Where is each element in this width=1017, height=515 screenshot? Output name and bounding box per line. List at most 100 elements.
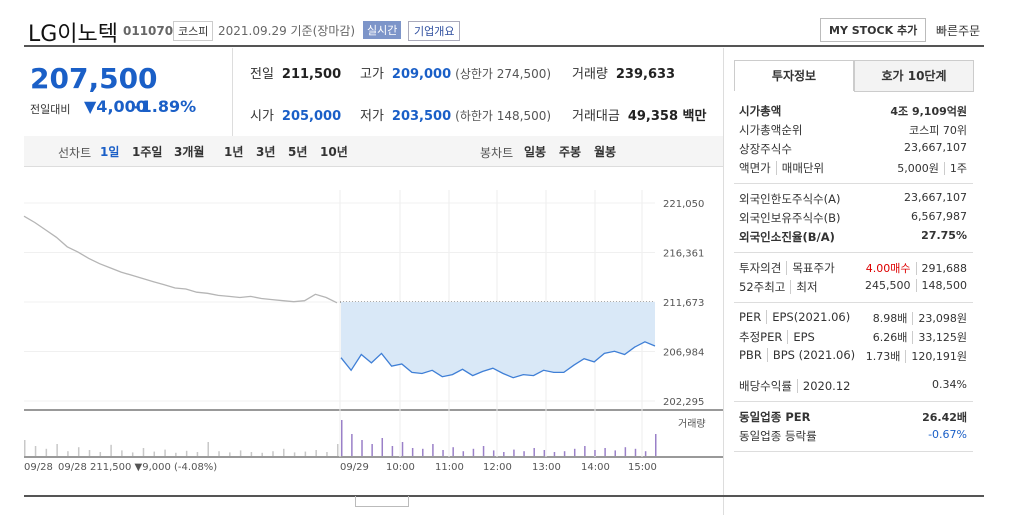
value-part: 291,688 bbox=[915, 262, 967, 275]
volume-bar bbox=[164, 449, 166, 456]
value-part: 1.73배 bbox=[865, 350, 901, 363]
period-tab[interactable]: 1년 bbox=[224, 145, 244, 159]
rule bbox=[24, 45, 984, 47]
x-tick-label: 10:00 bbox=[386, 462, 415, 473]
volume-bar bbox=[523, 451, 525, 456]
volume-bar bbox=[261, 452, 263, 456]
field-label: 전일 bbox=[250, 67, 274, 82]
label-part: PBR bbox=[739, 348, 762, 362]
mystock-button[interactable]: MY STOCK 추가 bbox=[820, 18, 927, 42]
value-part: 23,098원 bbox=[912, 312, 967, 325]
info-value: 26.42배 bbox=[922, 409, 967, 425]
label-part: 투자의견 bbox=[739, 261, 782, 275]
volume-bar bbox=[56, 444, 58, 456]
x-tick-label: 09/29 bbox=[340, 462, 369, 473]
section-rule bbox=[734, 183, 973, 184]
prev-day-note: 09/28 211,500 ▼9,000 (-4.08%) bbox=[58, 462, 217, 473]
info-value: 23,667,107 bbox=[904, 141, 967, 154]
info-label: 투자의견 목표주가 bbox=[739, 260, 835, 276]
value-part: 33,125원 bbox=[912, 331, 967, 344]
collapse-button[interactable] bbox=[355, 496, 409, 507]
x-tick-label: 11:00 bbox=[435, 462, 464, 473]
overview-button[interactable]: 기업개요 bbox=[408, 21, 461, 41]
date: 2021.09.29 기준(장마감) bbox=[218, 24, 356, 38]
label-part: 상장주식수 bbox=[739, 142, 792, 156]
volume-bar bbox=[121, 450, 123, 456]
change-label: 전일대비 bbox=[30, 103, 71, 116]
y-tick-label: 216,361 bbox=[663, 249, 704, 260]
quick-order[interactable]: 빠른주문 bbox=[936, 24, 981, 38]
volume-bar bbox=[624, 447, 627, 456]
period-tab[interactable]: 3개월 bbox=[174, 145, 205, 159]
bottom-rule bbox=[24, 495, 984, 497]
volume-bar bbox=[533, 448, 535, 456]
field-value: 211,500 bbox=[281, 67, 342, 82]
volume-bar bbox=[462, 451, 465, 456]
side-tab[interactable]: 호가 10단계 bbox=[854, 60, 974, 92]
candle-tab[interactable]: 주봉 bbox=[559, 145, 582, 159]
info-value: 0.34% bbox=[932, 378, 967, 391]
volume-bar bbox=[655, 434, 657, 456]
value-part: 4.00매수 bbox=[865, 262, 911, 275]
info-label: 배당수익률 2020.12 bbox=[739, 378, 851, 394]
volume-bar bbox=[543, 450, 546, 456]
section-rule bbox=[734, 451, 973, 452]
candle-tab[interactable]: 월봉 bbox=[594, 145, 617, 159]
period-tab[interactable]: 3년 bbox=[256, 145, 276, 159]
volume-bar bbox=[442, 450, 444, 456]
value-part: 120,191원 bbox=[905, 350, 967, 363]
volume-bar bbox=[24, 440, 26, 456]
x-tick-label: 13:00 bbox=[532, 462, 561, 473]
value-part: 코스피 70위 bbox=[909, 124, 967, 137]
value-part: 148,500 bbox=[915, 279, 967, 292]
volume-bar bbox=[272, 451, 274, 456]
volume-bar bbox=[401, 442, 404, 456]
info-label: 동일업종 등락률 bbox=[739, 428, 817, 444]
volume-bar bbox=[553, 452, 556, 456]
volume-bar bbox=[196, 452, 199, 456]
summary-field: 거래대금 49,358 백만 bbox=[572, 105, 706, 124]
value-part: 23,667,107 bbox=[904, 191, 967, 204]
summary-field: 저가 203,500 (하한가 148,500) bbox=[360, 105, 551, 124]
volume-bar bbox=[229, 452, 231, 456]
info-label: 추정PER EPS bbox=[739, 329, 815, 345]
x-tick-label: 12:00 bbox=[483, 462, 512, 473]
volume-bar bbox=[513, 449, 515, 456]
info-value: 1.73배 120,191원 bbox=[866, 348, 967, 364]
field-value: 49,358 백만 bbox=[627, 109, 707, 124]
change: ▼4,000 bbox=[84, 97, 147, 116]
info-value: 6.26배 33,125원 bbox=[873, 329, 967, 345]
volume-bar bbox=[34, 446, 37, 456]
label-part: 52주최고 bbox=[739, 280, 786, 294]
period-tab[interactable]: 1일 bbox=[100, 145, 120, 159]
label-part: 매매단위 bbox=[775, 161, 825, 175]
value-part: -0.67% bbox=[928, 428, 967, 441]
summary-field: 시가 205,000 bbox=[250, 105, 341, 124]
label-part: 시가총액 bbox=[739, 104, 782, 118]
x-tick-label: 09/28 bbox=[24, 462, 53, 473]
volume-bar bbox=[88, 450, 91, 456]
info-label: 외국인소진율(B/A) bbox=[739, 229, 835, 245]
value-part: 26.42배 bbox=[922, 411, 967, 424]
period-tab[interactable]: 10년 bbox=[320, 145, 348, 159]
volume-bar bbox=[239, 450, 242, 456]
tab-label: 선차트 bbox=[58, 146, 92, 160]
field-label: 거래량 bbox=[572, 67, 608, 82]
field-value: 209,000 bbox=[391, 67, 452, 82]
volume-bar bbox=[153, 451, 156, 456]
period-tab[interactable]: 1주일 bbox=[132, 145, 163, 159]
volume-bar bbox=[351, 434, 353, 456]
value-part: 27.75% bbox=[921, 229, 967, 242]
value-part: 245,500 bbox=[865, 279, 911, 292]
info-value: 5,000원 1주 bbox=[897, 160, 967, 176]
label-part: 최저 bbox=[790, 280, 818, 294]
y-tick-label: 211,673 bbox=[663, 298, 704, 309]
side-tab[interactable]: 투자정보 bbox=[734, 60, 854, 91]
period-tab[interactable]: 5년 bbox=[288, 145, 308, 159]
value-part: 6.26배 bbox=[872, 331, 908, 344]
tab-label: 봉차트 bbox=[480, 146, 514, 160]
volume-bar bbox=[341, 420, 343, 456]
info-label: PER EPS(2021.06) bbox=[739, 310, 851, 324]
candle-tab[interactable]: 일봉 bbox=[524, 145, 547, 159]
